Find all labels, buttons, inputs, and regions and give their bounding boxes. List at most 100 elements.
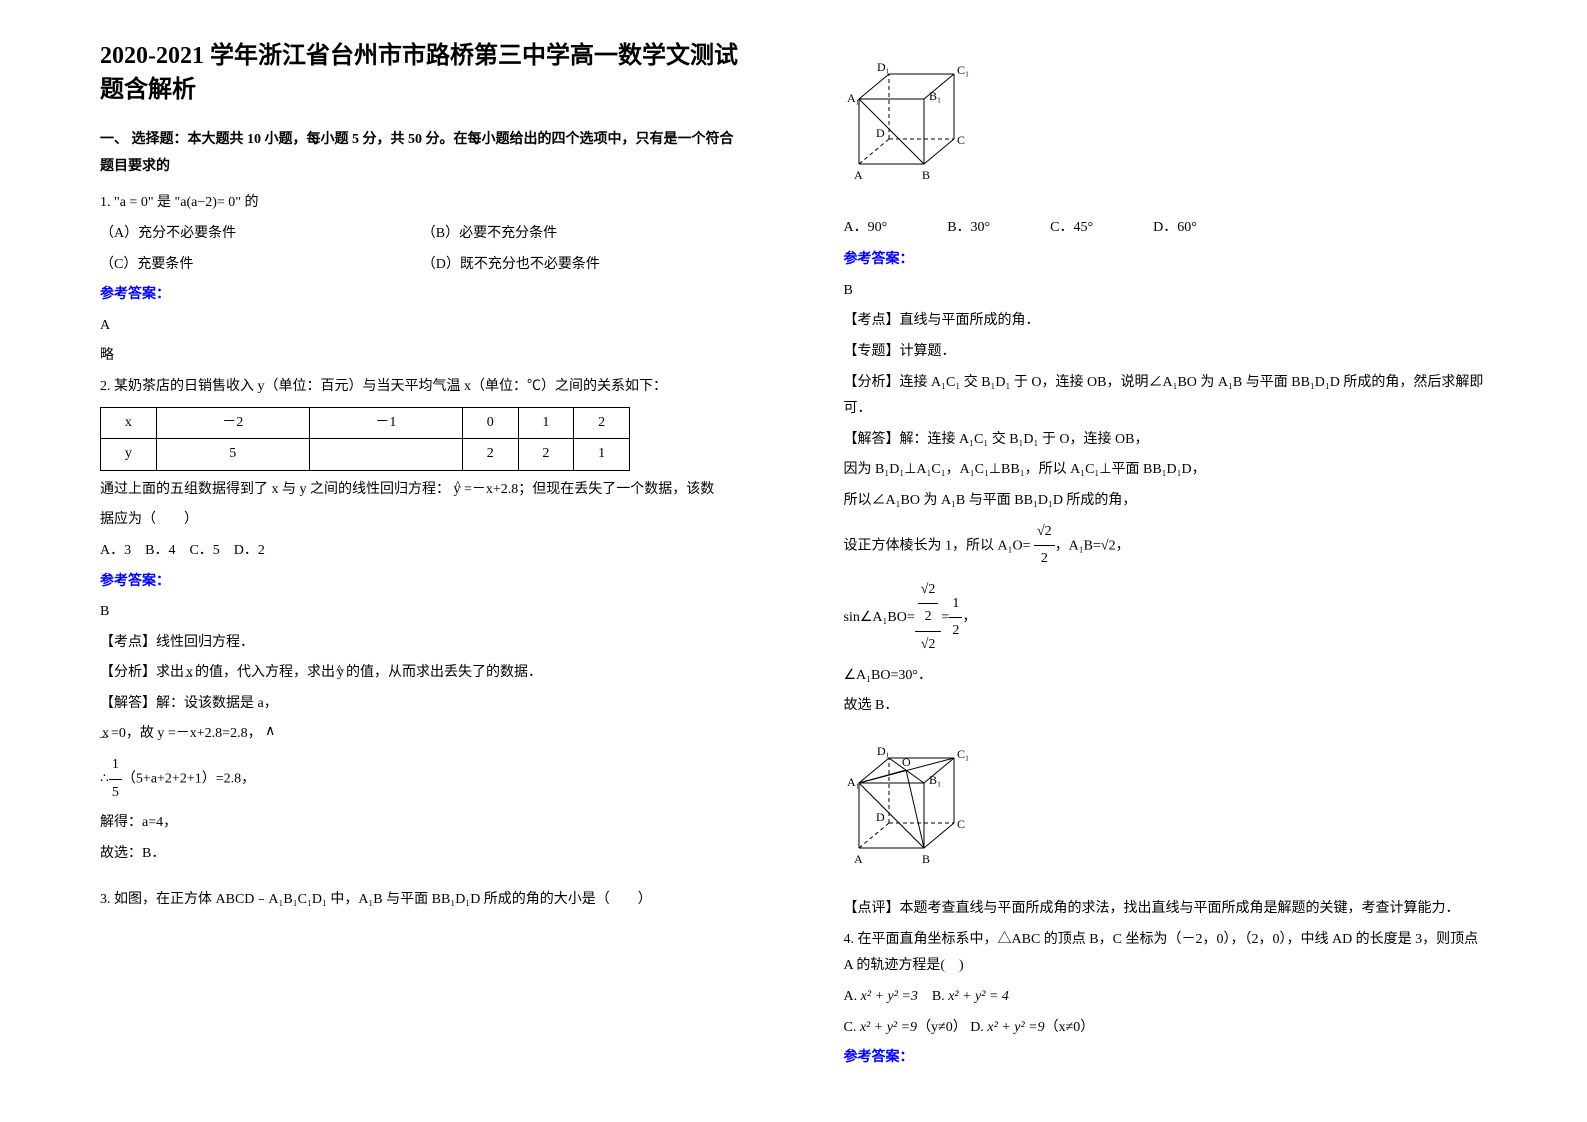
svg-text:D: D bbox=[876, 126, 885, 140]
q3-jd4: 设正方体棱长为 1，所以 A₁O= √22，A₁B=√2， bbox=[844, 519, 1488, 573]
svg-text:D₁: D₁ bbox=[877, 60, 890, 74]
q3-zhuanti: 【专题】计算题． bbox=[844, 339, 1488, 366]
text: （5+a+2+2+1）=2.8， bbox=[122, 771, 255, 786]
q3-stem: 3. 如图，在正方体 ABCD﹣A₁B₁C₁D₁ 中，A₁B 与平面 BB₁D₁… bbox=[100, 887, 744, 914]
q2-jieda: 【解答】解：设该数据是 a， bbox=[100, 691, 744, 718]
q3-jd6: ∠A₁BO=30°． bbox=[844, 663, 1488, 690]
svg-text:B: B bbox=[922, 168, 930, 182]
text: =0，故 y =－x+2.8=2.8， bbox=[111, 726, 262, 741]
text: ，A₁B=√2， bbox=[1055, 538, 1130, 553]
q1-row-cd: （C）充要条件 （D）既不充分也不必要条件 bbox=[100, 252, 744, 279]
text: C. bbox=[844, 1020, 860, 1035]
cell: 2 bbox=[518, 439, 574, 471]
right-column: AB CD A₁B₁ C₁D₁ A．90° B．30° C．45° D．60° … bbox=[794, 0, 1587, 1122]
x-bar-icon: _x bbox=[100, 726, 111, 741]
svg-text:B₁: B₁ bbox=[929, 773, 941, 787]
q3-opt-b: B．30° bbox=[947, 215, 990, 242]
q3-kaodian: 【考点】直线与平面所成的角． bbox=[844, 308, 1488, 335]
q1-opt-d: （D）既不充分也不必要条件 bbox=[422, 252, 600, 279]
q4-row-cd: C. x² + y² =9（y≠0） D. x² + y² =9（x≠0） bbox=[844, 1015, 1488, 1042]
q1-answer: A bbox=[100, 313, 744, 340]
svg-text:D: D bbox=[876, 810, 885, 824]
q1-opt-a: （A）充分不必要条件 bbox=[100, 221, 422, 248]
svg-text:A: A bbox=[854, 852, 863, 866]
svg-text:A₁: A₁ bbox=[847, 91, 860, 105]
text: D. bbox=[967, 1020, 988, 1035]
equation: x² + y² =9 bbox=[860, 1020, 917, 1035]
text: （y≠0） bbox=[917, 1020, 967, 1035]
q1-opt-b: （B）必要不充分条件 bbox=[422, 221, 557, 248]
q2-line1: 通过上面的五组数据得到了 x 与 y 之间的线性回归方程： ^y =－x+2.8… bbox=[100, 477, 744, 504]
text: 的值，代入方程，求出 bbox=[195, 665, 335, 680]
text: 的值，从而求出丢失了的数据． bbox=[346, 665, 542, 680]
equation: x² + y² =3 bbox=[861, 989, 918, 1004]
doc-title: 2020-2021 学年浙江省台州市市路桥第三中学高一数学文测试题含解析 bbox=[100, 40, 744, 107]
cell: －1 bbox=[309, 407, 462, 439]
q1-opt-c: （C）充要条件 bbox=[100, 252, 422, 279]
q3-options: A．90° B．30° C．45° D．60° bbox=[844, 215, 1488, 242]
q3-opt-c: C．45° bbox=[1050, 215, 1093, 242]
text: A. bbox=[844, 989, 861, 1004]
q3-jd2: 因为 B₁D₁⊥A₁C₁，A₁C₁⊥BB₁，所以 A₁C₁⊥平面 BB₁D₁D， bbox=[844, 457, 1488, 484]
text: 通过上面的五组数据得到了 x 与 y 之间的线性回归方程： bbox=[100, 482, 450, 497]
cell: 0 bbox=[462, 407, 518, 439]
cell: x bbox=[101, 407, 157, 439]
table-row: x －2 －1 0 1 2 bbox=[101, 407, 630, 439]
svg-text:C: C bbox=[957, 133, 965, 147]
q1-stem: 1. "a = 0" 是 "a(a−2)= 0" 的 bbox=[100, 190, 744, 217]
q2-step4: 故选：B． bbox=[100, 841, 744, 868]
equation: x² + y² = 4 bbox=[948, 989, 1009, 1004]
cell bbox=[309, 439, 462, 471]
text: （x≠0） bbox=[1045, 1020, 1095, 1035]
q2-stem: 2. 某奶茶店的日销售收入 y（单位：百元）与当天平均气温 x（单位：℃）之间的… bbox=[100, 374, 744, 401]
cell: 2 bbox=[574, 407, 630, 439]
q2-step2: ∴15（5+a+2+2+1）=2.8， bbox=[100, 752, 744, 806]
cell: 5 bbox=[156, 439, 309, 471]
q2-step3: 解得：a=4， bbox=[100, 810, 744, 837]
reference-answer-label: 参考答案： bbox=[100, 282, 744, 309]
q2-data-table: x －2 －1 0 1 2 y 5 2 2 1 bbox=[100, 407, 630, 471]
text: " 是 " bbox=[148, 195, 180, 210]
q4-stem: 4. 在平面直角坐标系中，△ABC 的顶点 B，C 坐标为（－2，0），（2，0… bbox=[844, 927, 1488, 980]
fraction-icon: √22 bbox=[1034, 519, 1055, 573]
q3-opt-d: D．60° bbox=[1153, 215, 1197, 242]
text: 1. " bbox=[100, 195, 120, 210]
q1-row-ab: （A）充分不必要条件 （B）必要不充分条件 bbox=[100, 221, 744, 248]
reference-answer-label: 参考答案： bbox=[844, 1045, 1488, 1072]
y-hat-icon: ^y bbox=[454, 482, 461, 497]
q2-step1: _x=0，故 y =－x+2.8=2.8， ∧ bbox=[100, 721, 744, 748]
text: =－x+2.8；但现在丢失了一个数据，该数 bbox=[464, 482, 714, 497]
cube-diagram-with-o-icon: AB CD A₁B₁ C₁D₁ O bbox=[844, 728, 984, 878]
q3-answer: B bbox=[844, 278, 1488, 305]
q1-brief: 略 bbox=[100, 343, 744, 370]
cell: －2 bbox=[156, 407, 309, 439]
fraction-icon: 12 bbox=[949, 591, 962, 645]
svg-text:C₁: C₁ bbox=[957, 63, 969, 77]
svg-text:C: C bbox=[957, 817, 965, 831]
y-hat-icon: ^y bbox=[335, 665, 346, 680]
equation: x² + y² =9 bbox=[987, 1020, 1044, 1035]
cell: y bbox=[101, 439, 157, 471]
svg-text:C₁: C₁ bbox=[957, 747, 969, 761]
svg-text:O: O bbox=[902, 755, 911, 769]
reference-answer-label: 参考答案： bbox=[100, 569, 744, 596]
q4-row-ab: A. x² + y² =3 B. x² + y² = 4 bbox=[844, 984, 1488, 1011]
q2-options: A．3 B．4 C．5 D．2 bbox=[100, 538, 744, 565]
table-row: y 5 2 2 1 bbox=[101, 439, 630, 471]
cell: 2 bbox=[462, 439, 518, 471]
text: B. bbox=[918, 989, 948, 1004]
q2-fenxi: 【分析】求出_x的值，代入方程，求出^y的值，从而求出丢失了的数据． bbox=[100, 660, 744, 687]
cube-diagram-icon: AB CD A₁B₁ C₁D₁ bbox=[844, 44, 984, 194]
svg-text:A₁: A₁ bbox=[847, 775, 860, 789]
cell: 1 bbox=[574, 439, 630, 471]
svg-text:D₁: D₁ bbox=[877, 744, 890, 758]
q2-kaodian: 【考点】线性回归方程． bbox=[100, 630, 744, 657]
text: " 的 bbox=[235, 195, 258, 210]
text: sin∠A₁BO= bbox=[844, 610, 915, 625]
q3-dianping: 【点评】本题考查直线与平面所成角的求法，找出直线与平面所成角是解题的关键，考查计… bbox=[844, 896, 1488, 923]
svg-text:A: A bbox=[854, 168, 863, 182]
reference-answer-label: 参考答案： bbox=[844, 247, 1488, 274]
q3-fenxi: 【分析】连接 A₁C₁ 交 B₁D₁ 于 O，连接 OB，说明∠A₁BO 为 A… bbox=[844, 370, 1488, 423]
equation: a = 0 bbox=[120, 195, 148, 210]
text: 【分析】求出 bbox=[100, 665, 184, 680]
